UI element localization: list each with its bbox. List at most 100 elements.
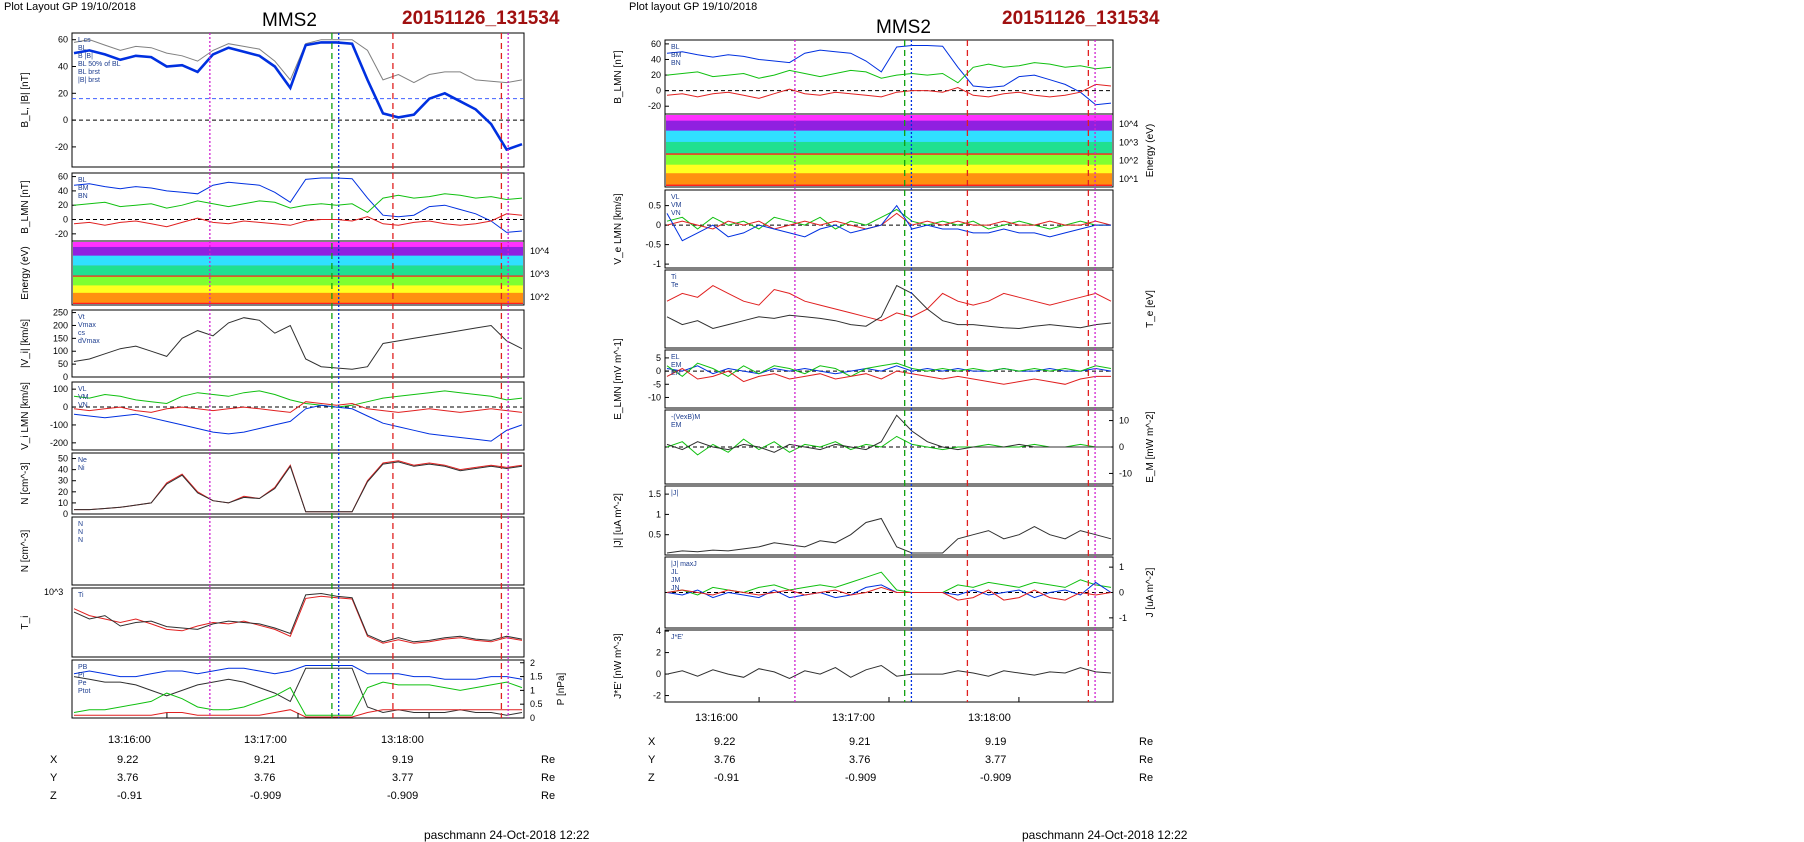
coord-value: -0.909 [250, 790, 282, 802]
series-line [666, 586, 1112, 601]
coord-value: 9.19 [985, 736, 1007, 748]
series-line [666, 367, 1111, 385]
spectrogram-band [73, 242, 523, 252]
legend-entry: BN [78, 193, 88, 200]
tick-label: 10^2 [530, 292, 549, 302]
panel-frame [71, 381, 525, 451]
legend-entry: BL [78, 45, 87, 52]
tick-label: 1 [656, 509, 661, 519]
tick-label: -1 [653, 259, 661, 269]
axis-label: E_LMN [mV m^-1] [613, 338, 624, 420]
tick-label: 0 [656, 86, 661, 96]
tick-label: 10^1 [1119, 174, 1138, 184]
tick-label: -20 [55, 229, 68, 239]
legend-entry: cs [78, 330, 86, 337]
panel-frame [71, 452, 525, 515]
legend-entry: PB [78, 664, 88, 671]
tick-label: 30 [58, 476, 68, 486]
legend-entry: Ti [671, 274, 677, 281]
panel-frame [664, 113, 1114, 188]
tick-label: 50 [58, 359, 68, 369]
tick-label: 250 [53, 308, 68, 318]
panel-frame [71, 240, 525, 306]
tick-label: 0 [656, 220, 661, 230]
series-line [666, 284, 1112, 330]
coord-value: 3.77 [985, 754, 1007, 766]
tick-label: 0 [656, 366, 661, 376]
coord-unit: Re [541, 790, 556, 802]
legend-entry: -(VexB)M [671, 414, 700, 421]
axis-label: E_M [mW m^-2] [1145, 411, 1156, 483]
coord-value: 9.22 [714, 736, 736, 748]
series-line [666, 212, 1112, 230]
panel-frame [71, 32, 525, 168]
coord-unit: Re [1139, 772, 1154, 784]
axis-label: N [cm^-3] [20, 530, 31, 573]
series-line [666, 581, 1112, 599]
spectrogram-band [73, 246, 523, 257]
spectrogram-band [666, 141, 1112, 154]
series-line [666, 62, 1112, 84]
series-line [73, 177, 523, 233]
series-line [666, 45, 1112, 106]
series-line [73, 404, 523, 442]
coord-unit: Re [541, 754, 556, 766]
axis-label: T_e [eV] [1145, 290, 1156, 328]
tick-label: 10^2 [1119, 156, 1138, 166]
axis-label: Energy (eV) [1145, 124, 1156, 177]
legend-entry: Vt [78, 314, 85, 321]
tick-label: 0 [656, 669, 661, 679]
series-line [73, 592, 523, 643]
coord-value: 9.21 [849, 736, 871, 748]
tick-label: -200 [50, 438, 68, 448]
tick-label: 0 [1119, 588, 1124, 598]
coord-unit: Re [541, 772, 556, 784]
legend-entry: BN [671, 60, 681, 67]
spectrogram-band [73, 265, 523, 276]
axis-label: B_L, |B| [nT] [20, 72, 31, 127]
tick-label: -20 [648, 101, 661, 111]
tick-label: 2 [656, 648, 661, 658]
tick-label: 10^3 [1119, 137, 1138, 147]
coord-label: X [50, 754, 58, 766]
tick-label: 5 [656, 353, 661, 363]
axis-label: J [uA m^-2] [1145, 567, 1156, 617]
legend-entry: VM [671, 202, 682, 209]
series-line [666, 208, 1111, 230]
probe-title: MMS2 [876, 17, 931, 38]
legend-entry: VL [78, 386, 87, 393]
axis-label: Energy (eV) [20, 246, 31, 299]
panel-frame [664, 485, 1114, 556]
tick-label: -2 [653, 691, 661, 701]
coord-value: -0.909 [845, 772, 877, 784]
tick-label: 10^4 [530, 246, 549, 256]
series-line [73, 390, 523, 408]
tick-label: 0.5 [648, 530, 661, 540]
tick-label: 100 [53, 346, 68, 356]
coord-value: 9.21 [254, 754, 276, 766]
legend-entry: BL [78, 177, 87, 184]
tick-label: 1 [530, 685, 535, 695]
coord-value: -0.909 [387, 790, 419, 802]
tick-label: 20 [651, 70, 661, 80]
tick-label: 0 [63, 509, 68, 519]
spectrogram-band [73, 292, 523, 303]
tick-label: -1 [1119, 613, 1127, 623]
coord-unit: Re [1139, 754, 1154, 766]
legend-entry: N [78, 521, 83, 528]
panel-frame [664, 629, 1114, 703]
tick-label: 40 [58, 465, 68, 475]
series-line [73, 665, 523, 680]
tick-label: 0 [63, 372, 68, 382]
panel-frame [664, 349, 1114, 409]
spectrogram-band [666, 130, 1112, 142]
figure-header: Plot Layout GP 19/10/2018 [4, 1, 136, 13]
tick-label: 1 [1119, 562, 1124, 572]
tick-label: -100 [50, 420, 68, 430]
coord-unit: Re [1139, 736, 1154, 748]
legend-entry: EM [671, 422, 682, 429]
legend-entry: JL [671, 569, 679, 576]
panel-frame [71, 516, 525, 586]
series-line [73, 193, 523, 214]
tick-label: 0 [530, 713, 535, 723]
